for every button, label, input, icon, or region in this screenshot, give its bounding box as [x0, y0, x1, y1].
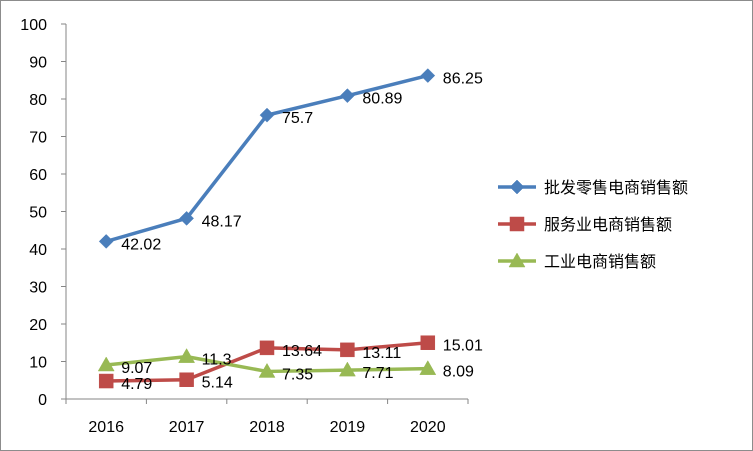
series-0-point — [340, 88, 355, 104]
y-tick-label: 40 — [29, 242, 47, 259]
legend-swatch-marker — [508, 252, 526, 268]
x-tick-label: 2017 — [169, 419, 205, 436]
y-tick-label: 10 — [29, 355, 47, 372]
series-1-point — [340, 342, 355, 358]
series-1-point — [420, 335, 436, 350]
y-tick-label: 80 — [29, 92, 47, 109]
data-label: 42.02 — [121, 236, 161, 253]
series-1-point — [98, 373, 114, 389]
data-label: 86.25 — [443, 71, 483, 88]
y-tick-label: 60 — [29, 167, 47, 184]
series-2-point — [419, 360, 437, 375]
series-0-point — [98, 234, 114, 249]
series-1-point — [259, 340, 275, 356]
x-tick-label: 2018 — [249, 419, 285, 436]
series-0-point — [259, 107, 275, 123]
series-0-point — [420, 68, 436, 83]
data-label: 11.3 — [202, 352, 232, 369]
x-tick-label: 2020 — [410, 419, 446, 436]
y-tick-label: 70 — [29, 130, 47, 147]
series-2-point — [97, 356, 115, 372]
series-0-point — [179, 211, 194, 226]
data-label: 13.64 — [282, 343, 322, 360]
data-labels: 42.02 48.17 75.7 80.89 86.25 4.79 5.14 13.64 13.… — [121, 71, 483, 393]
data-label: 7.71 — [362, 365, 393, 382]
y-tick-label: 0 — [38, 392, 47, 409]
series-2-point — [178, 348, 196, 363]
legend-swatch-marker — [509, 179, 525, 195]
data-label: 13.11 — [362, 345, 401, 362]
y-tick-label: 20 — [29, 317, 47, 334]
data-label: 5.14 — [202, 375, 233, 392]
legend-label: 服务业电商销售额 — [544, 215, 672, 234]
x-tick-label: 2019 — [330, 419, 366, 436]
data-label: 75.7 — [282, 110, 313, 127]
series-2-point — [338, 361, 356, 377]
legend-label: 批发零售电商销售额 — [544, 178, 688, 197]
axes: 0 10 20 30 40 50 60 70 80 90 100 2016 2017 2018 2019 20… — [20, 17, 469, 436]
data-label: 7.35 — [282, 366, 313, 383]
x-tick-label: 2016 — [88, 419, 124, 436]
y-tick-label: 100 — [20, 17, 47, 34]
data-label: 80.89 — [362, 91, 402, 108]
series-1-point — [179, 372, 194, 387]
legend-label: 工业电商销售额 — [544, 252, 656, 271]
y-tick-label: 50 — [29, 205, 47, 222]
data-label: 4.79 — [121, 376, 152, 393]
data-label: 9.07 — [121, 360, 152, 377]
y-tick-label: 30 — [29, 280, 47, 297]
y-tick-label: 90 — [29, 55, 47, 72]
legend-swatch-marker — [509, 216, 525, 232]
series-markers — [97, 68, 437, 389]
series-2-point — [258, 362, 276, 378]
data-label: 48.17 — [202, 213, 242, 230]
data-label: 15.01 — [443, 338, 483, 355]
data-label: 8.09 — [443, 364, 474, 381]
